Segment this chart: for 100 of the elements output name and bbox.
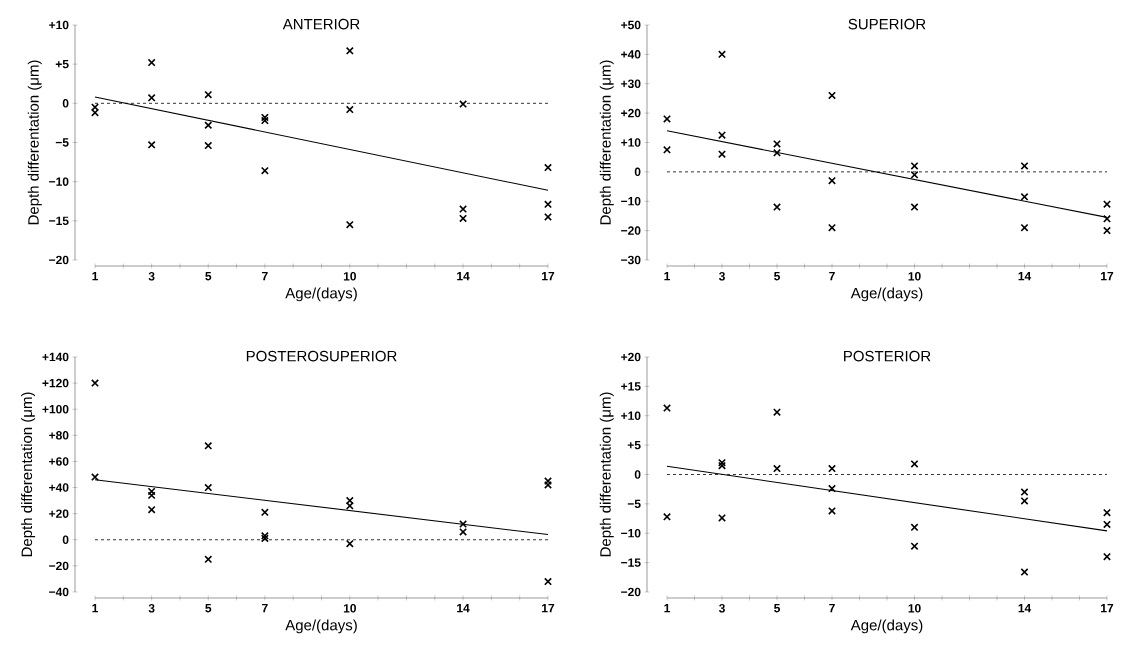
point — [204, 555, 213, 564]
y-tick-label: −20 — [49, 255, 69, 265]
point — [204, 141, 213, 150]
y-tick-label: −15 — [621, 558, 641, 567]
y-tick-label: +5 — [55, 59, 69, 69]
x-tick-label: 1 — [92, 272, 99, 281]
chart-title: POSTEROSUPERIOR — [246, 350, 397, 362]
y-tick-label: +80 — [49, 431, 69, 440]
y-tick-label: −20 — [621, 587, 641, 597]
point — [828, 223, 836, 232]
x-tick-label: 3 — [148, 272, 155, 281]
point — [1020, 223, 1029, 232]
y-tick-label: +40 — [621, 50, 641, 59]
x-tick-label: 1 — [664, 272, 670, 281]
y-axis-title: Depth differentation (μm) — [27, 60, 42, 225]
x-tick-label: 5 — [774, 604, 780, 613]
y-tick-label: −30 — [621, 255, 641, 265]
y-tick-label: +10 — [621, 138, 641, 147]
x-tick-label: 10 — [343, 604, 356, 613]
y-tick-label: −10 — [49, 177, 69, 186]
point — [147, 505, 156, 514]
x-tick-label: 3 — [718, 272, 725, 281]
x-tick-label: 10 — [343, 272, 356, 281]
x-axis-title: Age/(days) — [285, 619, 357, 634]
point — [773, 203, 781, 212]
point — [1103, 214, 1111, 223]
y-tick-label: +15 — [621, 382, 641, 391]
point — [544, 212, 552, 221]
x-tick-label: 3 — [718, 604, 725, 613]
x-tick-label: 17 — [542, 604, 555, 613]
y-tick-label: +10 — [49, 20, 69, 30]
y-tick-label: +60 — [49, 457, 69, 466]
x-tick-label: 7 — [262, 604, 268, 613]
x-tick-label: 5 — [205, 604, 212, 613]
x-tick-label: 14 — [457, 272, 470, 281]
y-axis-title: Depth differentation (μm) — [21, 392, 36, 557]
point — [459, 527, 468, 536]
x-tick-label: 10 — [908, 604, 921, 613]
x-tick-label: 14 — [457, 604, 470, 613]
y-tick-label: +5 — [627, 440, 641, 450]
x-tick-label: 1 — [664, 604, 670, 613]
y-tick-label: 0 — [634, 167, 641, 177]
y-tick-label: −10 — [621, 196, 641, 206]
y-tick-label: +120 — [42, 378, 69, 388]
x-axis-title: Age/(days) — [850, 287, 923, 302]
y-tick-label: +140 — [42, 352, 69, 362]
point — [204, 121, 213, 130]
point — [204, 90, 213, 99]
point — [718, 513, 726, 522]
point — [1020, 162, 1029, 170]
point — [147, 491, 156, 500]
y-tick-label: −5 — [55, 138, 69, 147]
x-axis-title: Age/(days) — [285, 287, 357, 302]
y-tick-label: −10 — [621, 528, 641, 538]
chart-title: SUPERIOR — [848, 18, 926, 30]
y-tick-label: −40 — [49, 587, 69, 597]
point — [544, 477, 552, 485]
y-tick-label: +20 — [49, 509, 69, 518]
y-tick-label: 0 — [634, 470, 641, 479]
point — [544, 480, 552, 489]
y-axis-title: Depth differentation (μm) — [599, 392, 614, 557]
y-tick-label: −20 — [621, 226, 641, 235]
point — [910, 162, 919, 170]
y-tick-label: +10 — [621, 411, 641, 420]
point — [204, 441, 213, 450]
y-tick-label: +20 — [621, 352, 641, 362]
x-tick-label: 7 — [829, 272, 835, 281]
x-tick-label: 14 — [1018, 604, 1032, 613]
x-tick-label: 17 — [1101, 272, 1114, 281]
chart-title: ANTERIOR — [282, 18, 360, 30]
y-axis-title: Depth differentation (μm) — [599, 60, 614, 225]
y-tick-label: +40 — [49, 483, 69, 492]
y-tick-label: +20 — [621, 108, 641, 118]
point — [459, 520, 468, 529]
x-tick-label: 5 — [774, 272, 780, 281]
chart-title: POSTERIOR — [844, 350, 931, 362]
point — [459, 205, 468, 214]
point — [773, 139, 781, 148]
point — [345, 501, 354, 510]
point — [147, 58, 156, 67]
point — [663, 115, 671, 123]
x-tick-label: 5 — [205, 272, 212, 281]
y-tick-label: +50 — [621, 20, 641, 30]
point — [459, 100, 468, 109]
point — [91, 379, 99, 388]
x-tick-label: 7 — [262, 272, 268, 281]
x-tick-label: 1 — [92, 604, 99, 613]
y-tick-label: 0 — [62, 99, 69, 108]
point — [345, 220, 354, 229]
point — [663, 404, 671, 413]
point — [828, 506, 836, 515]
y-tick-label: −15 — [49, 216, 69, 225]
point — [345, 46, 354, 55]
x-tick-label: 3 — [148, 604, 155, 613]
x-axis-title: Age/(days) — [850, 619, 923, 634]
x-tick-label: 17 — [542, 272, 555, 281]
x-tick-label: 10 — [908, 272, 921, 281]
y-tick-label: −20 — [49, 561, 69, 571]
y-tick-label: −5 — [627, 499, 641, 509]
x-tick-label: 14 — [1018, 272, 1032, 281]
